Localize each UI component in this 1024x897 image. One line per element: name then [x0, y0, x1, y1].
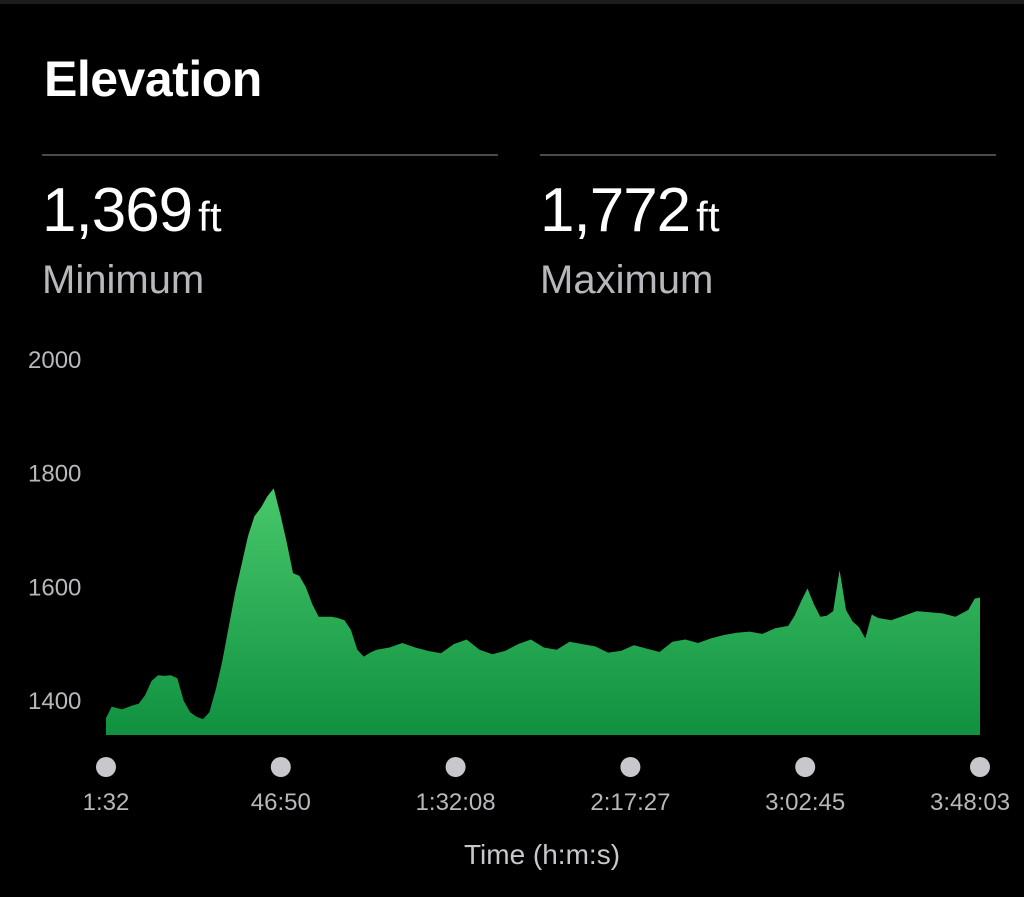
elevation-chart: 1400 1600 1800 2000 1:32 46:50 1:32:08 2:17:27… — [28, 347, 1010, 870]
top-divider — [0, 0, 1024, 4]
maximum-unit: ft — [696, 193, 720, 240]
minimum-stat: 1,369 ft Minimum — [42, 154, 498, 303]
x-tick-label: 1:32 — [83, 789, 130, 816]
minimum-label: Minimum — [42, 258, 205, 302]
x-tick-dot[interactable] — [445, 757, 466, 777]
page-title: Elevation — [44, 51, 262, 107]
minimum-value: 1,369 — [42, 176, 193, 245]
y-tick-label: 1400 — [28, 688, 81, 715]
y-tick-label: 2000 — [28, 347, 81, 374]
x-tick-dot[interactable] — [970, 757, 990, 777]
elevation-area — [106, 488, 980, 735]
x-tick-dot[interactable] — [96, 757, 116, 777]
x-tick-dot[interactable] — [795, 757, 816, 777]
x-tick-dot[interactable] — [620, 757, 641, 777]
y-tick-label: 1800 — [28, 461, 81, 488]
x-axis-label: Time (h:m:s) — [464, 839, 620, 870]
maximum-label: Maximum — [540, 258, 714, 302]
x-tick-label: 2:17:27 — [590, 789, 670, 816]
x-tick-label: 3:02:45 — [765, 789, 845, 816]
y-axis: 1400 1600 1800 2000 — [28, 347, 81, 715]
x-tick-label: 46:50 — [251, 789, 311, 816]
maximum-value-row: 1,772 ft — [540, 178, 996, 250]
x-tick-dot[interactable] — [270, 757, 291, 777]
minimum-unit: ft — [198, 193, 222, 240]
x-tick-label: 1:32:08 — [416, 789, 496, 816]
minimum-divider — [42, 154, 498, 156]
maximum-value: 1,772 — [540, 176, 691, 245]
maximum-stat: 1,772 ft Maximum — [540, 154, 996, 303]
x-tick-label: 3:48:03 — [930, 789, 1010, 816]
minimum-value-row: 1,369 ft — [42, 178, 498, 250]
x-axis[interactable]: 1:32 46:50 1:32:08 2:17:27 3:02:45 3:48:03 — [83, 757, 1010, 816]
maximum-divider — [540, 154, 996, 156]
y-tick-label: 1600 — [28, 574, 81, 601]
